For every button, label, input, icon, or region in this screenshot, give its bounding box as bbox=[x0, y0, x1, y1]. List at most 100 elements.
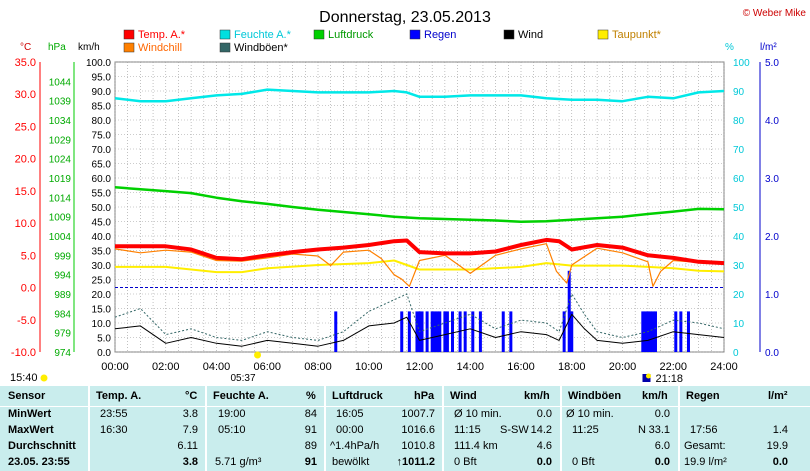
tick-kmh: 65.0 bbox=[92, 160, 112, 171]
rain-bar bbox=[445, 311, 449, 352]
tick-hpa: 999 bbox=[54, 251, 71, 262]
tick-kmh: 60.0 bbox=[92, 174, 112, 185]
sunset-icon bbox=[642, 374, 651, 382]
chart-legend: Temp. A.* Feuchte A.* Luftdruck Regen Wind Ta… bbox=[123, 29, 662, 54]
tick-kmh: 25.0 bbox=[92, 276, 112, 287]
rain-current: 0.0 bbox=[772, 456, 788, 468]
tick-rain: 0.0 bbox=[765, 348, 779, 359]
wind-current: 0.0 bbox=[536, 456, 552, 468]
tick-x: 06:00 bbox=[253, 361, 281, 373]
row-label-current: 23.05. 23:55 bbox=[8, 456, 70, 468]
rain-bar bbox=[643, 311, 647, 352]
tick-temp: -10.0 bbox=[11, 347, 36, 359]
rain-day-total: 19.9 l/m² bbox=[684, 456, 727, 468]
rain-max-time: 17:56 bbox=[690, 424, 718, 436]
temp-min: 3.8 bbox=[182, 408, 198, 420]
tick-kmh: 95.0 bbox=[92, 73, 112, 84]
rain-bar bbox=[443, 311, 447, 352]
tick-x: 08:00 bbox=[304, 361, 332, 373]
wind-beaufort: 0 Bft bbox=[454, 456, 477, 468]
unit-wind: km/h bbox=[78, 42, 100, 53]
gust-max: 33.1 bbox=[648, 424, 670, 436]
tick-x: 02:00 bbox=[152, 361, 180, 373]
tick-kmh: 5.0 bbox=[97, 334, 111, 345]
rain-bar bbox=[562, 311, 566, 352]
pressure-max: 1016.6 bbox=[401, 424, 435, 436]
series-windchill bbox=[114, 243, 725, 287]
tick-x: 14:00 bbox=[456, 361, 484, 373]
humidity-min: 84 bbox=[304, 408, 317, 420]
tick-pct: 30 bbox=[733, 261, 745, 272]
tick-temp: 30.0 bbox=[15, 89, 36, 101]
tick-kmh: 55.0 bbox=[92, 189, 112, 200]
legend-label: Windchill bbox=[138, 42, 182, 54]
legend-label: Feuchte A.* bbox=[234, 29, 292, 41]
gust-avg10: 0.0 bbox=[654, 408, 670, 420]
gust-current: 0.0 bbox=[654, 456, 670, 468]
row-label-min: MinWert bbox=[8, 408, 52, 420]
series-lines bbox=[114, 88, 725, 347]
tick-x: 22:00 bbox=[659, 361, 687, 373]
wind-max-time: 11:15 bbox=[454, 424, 481, 436]
tick-kmh: 45.0 bbox=[92, 218, 112, 229]
tick-temp: 5.0 bbox=[21, 250, 36, 262]
legend-label: Taupunkt* bbox=[612, 29, 662, 41]
tick-hpa: 979 bbox=[54, 329, 71, 340]
rain-total-label: Gesamt: bbox=[684, 440, 726, 452]
humidity-header: Feuchte A. bbox=[213, 390, 269, 402]
pressure-current: ↑1011.2 bbox=[396, 456, 435, 468]
tick-pct: 10 bbox=[733, 319, 745, 330]
wind-avg: 4.6 bbox=[536, 440, 552, 452]
rain-bar bbox=[686, 311, 690, 352]
tick-pct: 60 bbox=[733, 174, 745, 185]
tick-rain: 3.0 bbox=[765, 174, 779, 185]
chart-title: Donnerstag, 23.05.2013 bbox=[319, 9, 491, 26]
series-temp bbox=[115, 237, 725, 266]
stats-table: Sensor MinWert MaxWert Durchschnitt 23.0… bbox=[0, 386, 810, 471]
tick-x: 24:00 bbox=[710, 361, 738, 373]
pressure-header: Luftdruck bbox=[332, 390, 383, 402]
series-dewpoint bbox=[115, 259, 725, 274]
series-humidity bbox=[114, 88, 725, 103]
sensor-header: Sensor bbox=[8, 390, 46, 402]
tick-hpa: 1039 bbox=[49, 97, 72, 108]
rain-bar bbox=[407, 311, 411, 352]
rain-bar bbox=[471, 311, 475, 352]
row-label-max: MaxWert bbox=[8, 424, 54, 436]
series-gust bbox=[114, 293, 725, 341]
left-time: 15:40 bbox=[10, 372, 38, 384]
series-wind bbox=[114, 313, 725, 347]
tick-kmh: 15.0 bbox=[92, 305, 112, 316]
pressure-avg: 1010.8 bbox=[401, 440, 435, 452]
tick-kmh: 40.0 bbox=[92, 232, 112, 243]
tick-pct: 80 bbox=[733, 116, 745, 127]
humidity-max-time: 05:10 bbox=[218, 424, 246, 436]
pressure-max-time: 00:00 bbox=[336, 424, 364, 436]
sunset-time: 21:18 bbox=[655, 373, 683, 385]
legend-swatch bbox=[123, 29, 135, 40]
tick-hpa: 1029 bbox=[49, 135, 72, 146]
gust-beaufort: 0 Bft bbox=[572, 456, 595, 468]
tick-kmh: 100.0 bbox=[86, 58, 111, 69]
tick-pct: 50 bbox=[733, 203, 745, 214]
legend-label: Windböen* bbox=[234, 42, 289, 54]
legend-swatch bbox=[123, 42, 135, 53]
wind-header: Wind bbox=[450, 390, 477, 402]
legend-swatch bbox=[597, 29, 609, 40]
tick-temp: 10.0 bbox=[15, 218, 36, 230]
rain-bar bbox=[648, 311, 652, 352]
tick-kmh: 10.0 bbox=[92, 319, 112, 330]
tick-x: 04:00 bbox=[203, 361, 231, 373]
pressure-condition: bewölkt bbox=[332, 456, 370, 468]
rain-total: 19.9 bbox=[766, 440, 788, 452]
unit-rain: l/m² bbox=[760, 42, 777, 53]
tick-pct: 100 bbox=[733, 58, 750, 69]
tick-kmh: 75.0 bbox=[92, 131, 112, 142]
rain-bar bbox=[450, 311, 454, 352]
tick-hpa: 984 bbox=[54, 309, 71, 320]
unit-pressure: hPa bbox=[48, 42, 66, 53]
tick-kmh: 85.0 bbox=[92, 102, 112, 113]
tick-pct: 90 bbox=[733, 87, 745, 98]
temp-max: 7.9 bbox=[182, 424, 198, 436]
rain-bar bbox=[501, 311, 505, 352]
